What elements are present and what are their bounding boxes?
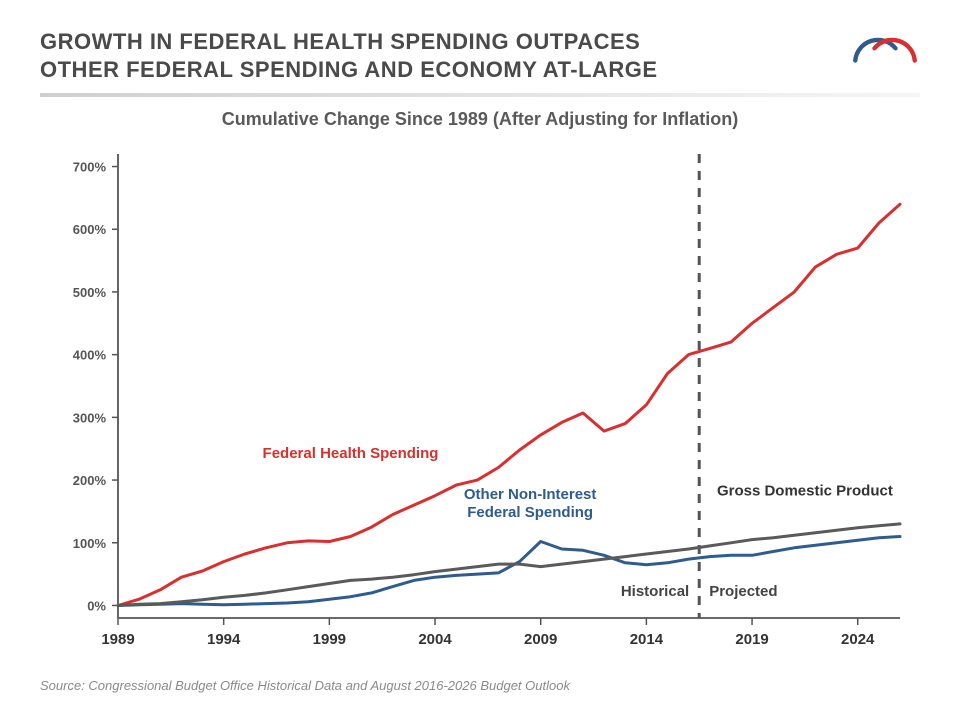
page: GROWTH IN FEDERAL HEALTH SPENDING OUTPAC… <box>0 0 960 720</box>
y-tick-label: 600% <box>73 222 107 237</box>
x-tick-label: 2024 <box>841 631 875 648</box>
y-tick-label: 700% <box>73 160 107 175</box>
source-note: Source: Congressional Budget Office Hist… <box>40 678 920 693</box>
y-tick-label: 500% <box>73 285 107 300</box>
series-label-other-l2: Federal Spending <box>467 504 593 521</box>
y-tick-label: 200% <box>73 473 107 488</box>
title-row: GROWTH IN FEDERAL HEALTH SPENDING OUTPAC… <box>40 28 920 83</box>
divider-right-label: Projected <box>709 583 777 600</box>
chart-title: GROWTH IN FEDERAL HEALTH SPENDING OUTPAC… <box>40 28 658 83</box>
series-line-0 <box>118 204 900 605</box>
chart-subtitle: Cumulative Change Since 1989 (After Adju… <box>40 109 920 130</box>
title-line2: OTHER FEDERAL SPENDING AND ECONOMY AT-LA… <box>40 57 658 82</box>
x-tick-label: 1989 <box>101 631 134 648</box>
x-tick-label: 2004 <box>418 631 452 648</box>
x-tick-label: 1994 <box>207 631 241 648</box>
x-tick-label: 2014 <box>630 631 664 648</box>
series-line-2 <box>118 524 900 606</box>
divider-left-label: Historical <box>621 583 689 600</box>
y-tick-label: 400% <box>73 348 107 363</box>
title-underline <box>40 93 920 97</box>
y-tick-label: 100% <box>73 536 107 551</box>
y-tick-label: 0% <box>87 598 106 613</box>
x-tick-label: 2019 <box>735 631 768 648</box>
logo-icon <box>850 32 920 68</box>
x-tick-label: 1999 <box>313 631 346 648</box>
x-tick-label: 2009 <box>524 631 557 648</box>
y-tick-label: 300% <box>73 410 107 425</box>
series-label-other-l1: Other Non-Interest <box>464 486 597 503</box>
series-label-health: Federal Health Spending <box>263 445 439 462</box>
title-line1: GROWTH IN FEDERAL HEALTH SPENDING OUTPAC… <box>40 29 640 54</box>
series-label-gdp: Gross Domestic Product <box>717 483 893 500</box>
line-chart: 0% 100% 200% 300% 400% 500% 600% 700% 1989 1994 19… <box>40 136 920 676</box>
